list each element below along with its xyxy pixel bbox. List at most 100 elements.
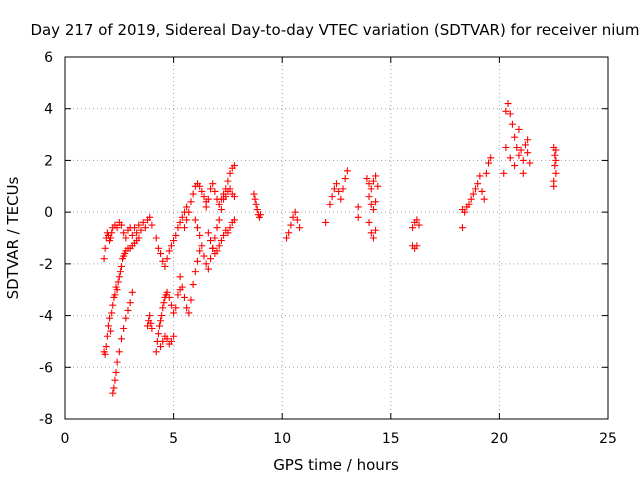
data-point <box>117 262 125 270</box>
data-point <box>226 224 234 232</box>
data-point <box>170 332 178 340</box>
scatter-points <box>100 100 560 397</box>
data-point <box>152 348 160 356</box>
data-point <box>211 234 219 242</box>
data-point <box>217 206 225 214</box>
plot-area-frame <box>64 56 609 420</box>
data-point <box>363 175 371 183</box>
x-tick-label: 25 <box>599 431 617 447</box>
data-point <box>202 203 210 211</box>
data-point <box>500 169 508 177</box>
data-point <box>160 299 168 307</box>
data-point <box>115 273 123 281</box>
data-point <box>524 149 532 157</box>
data-point <box>170 237 178 245</box>
data-point <box>172 231 180 239</box>
data-point <box>291 208 299 216</box>
data-point <box>337 195 345 203</box>
data-point <box>552 156 560 164</box>
data-point <box>354 213 362 221</box>
data-point <box>103 332 111 340</box>
data-point <box>106 314 114 322</box>
data-point <box>196 247 204 255</box>
data-point <box>506 154 514 162</box>
x-tick-label: 20 <box>490 431 508 447</box>
data-point <box>104 322 112 330</box>
data-point <box>478 187 486 195</box>
data-point <box>117 335 125 343</box>
data-point <box>193 257 201 265</box>
x-tick-label: 5 <box>169 431 178 447</box>
data-point <box>163 288 171 296</box>
data-point <box>369 206 377 214</box>
x-tick-label: 0 <box>61 431 70 447</box>
data-point <box>180 293 188 301</box>
data-point <box>148 221 156 229</box>
data-point <box>157 317 165 325</box>
data-point <box>367 200 375 208</box>
data-point <box>187 198 195 206</box>
data-point <box>289 213 297 221</box>
data-point <box>141 224 149 232</box>
y-tick-label: -2 <box>39 257 53 273</box>
data-point <box>550 182 558 190</box>
data-point <box>517 146 525 154</box>
data-point <box>157 250 165 258</box>
data-point <box>124 306 132 314</box>
data-point <box>365 218 373 226</box>
data-point <box>101 350 109 358</box>
data-point <box>230 216 238 224</box>
data-point <box>122 314 130 322</box>
data-point <box>515 151 523 159</box>
y-tick-label: 0 <box>44 205 53 221</box>
data-point <box>115 348 123 356</box>
data-point <box>296 224 304 232</box>
data-point <box>200 252 208 260</box>
data-point <box>200 193 208 201</box>
data-point <box>335 187 343 195</box>
data-point <box>110 384 118 392</box>
data-point <box>147 319 155 327</box>
data-point <box>224 229 232 237</box>
data-point <box>253 206 261 214</box>
data-point <box>128 231 136 239</box>
data-point <box>326 200 334 208</box>
data-point <box>112 368 120 376</box>
data-point <box>211 187 219 195</box>
data-point <box>251 195 259 203</box>
data-point <box>482 169 490 177</box>
data-point <box>107 327 115 335</box>
data-point <box>108 229 116 237</box>
data-point <box>170 309 178 317</box>
data-point <box>552 146 560 154</box>
data-point <box>157 343 165 351</box>
data-point <box>226 185 234 193</box>
data-point <box>133 229 141 237</box>
data-point <box>487 154 495 162</box>
data-point <box>163 335 171 343</box>
data-point <box>474 180 482 188</box>
data-point <box>111 291 119 299</box>
data-point <box>372 198 380 206</box>
x-axis-title: GPS time / hours <box>273 456 399 474</box>
data-point <box>193 224 201 232</box>
data-point <box>293 216 301 224</box>
data-point <box>187 296 195 304</box>
data-point <box>135 234 143 242</box>
data-point <box>109 389 117 397</box>
data-point <box>217 195 225 203</box>
data-point <box>198 187 206 195</box>
data-point <box>174 291 182 299</box>
data-point <box>120 229 128 237</box>
data-point <box>155 322 163 330</box>
y-tick-label: 2 <box>44 153 53 169</box>
data-point <box>114 278 122 286</box>
data-point <box>204 195 212 203</box>
data-point <box>226 169 234 177</box>
data-point <box>196 231 204 239</box>
y-tick-label: 6 <box>44 50 53 66</box>
data-point <box>343 167 351 175</box>
data-point <box>108 309 116 317</box>
data-point <box>167 242 175 250</box>
